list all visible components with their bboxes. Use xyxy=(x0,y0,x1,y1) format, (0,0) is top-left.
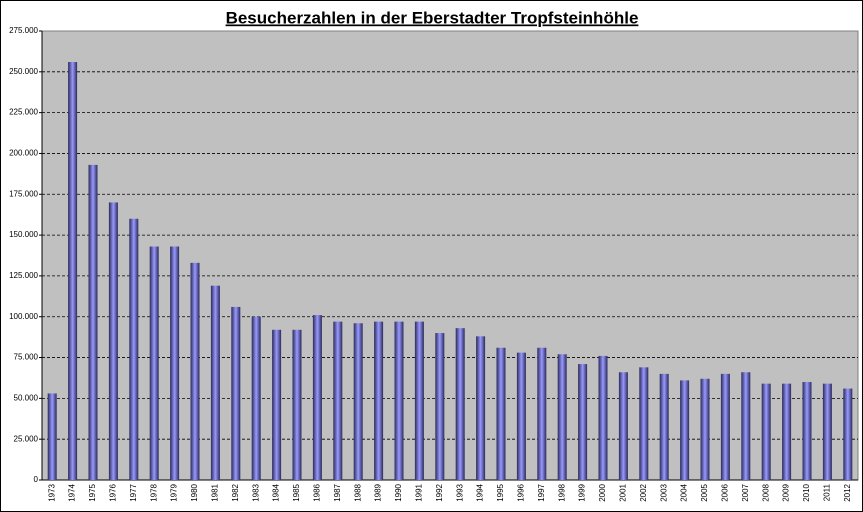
y-tick-label: 100.000 xyxy=(9,312,38,321)
plot-area xyxy=(41,30,859,481)
bar xyxy=(680,380,690,480)
y-tick-label: 175.000 xyxy=(9,189,38,198)
x-tick-label: 1981 xyxy=(211,483,220,501)
x-tick-label: 1973 xyxy=(47,483,56,501)
bar xyxy=(455,328,465,480)
bar xyxy=(149,246,159,480)
bar xyxy=(761,383,771,480)
x-tick-label: 2005 xyxy=(700,483,709,501)
y-tick-label: 0 xyxy=(34,475,39,484)
bar xyxy=(618,372,628,480)
bar xyxy=(659,373,669,480)
x-tick-label: 2010 xyxy=(802,483,811,501)
bar xyxy=(353,323,363,480)
y-tick-label: 250.000 xyxy=(9,67,38,76)
x-tick-label: 1996 xyxy=(517,483,526,501)
x-tick-label: 1988 xyxy=(353,483,362,501)
x-tick-label: 1983 xyxy=(251,483,260,501)
x-tick-label: 2000 xyxy=(598,483,607,501)
x-tick-label: 2008 xyxy=(761,483,770,501)
bar xyxy=(435,333,445,480)
bar xyxy=(598,355,608,480)
bar xyxy=(108,202,118,480)
y-tick-label: 200.000 xyxy=(9,149,38,158)
x-tick-label: 2002 xyxy=(639,483,648,501)
x-tick-label: 1975 xyxy=(88,483,97,501)
bar xyxy=(843,388,853,480)
x-tick-label: 1989 xyxy=(374,483,383,501)
x-tick-label: 1987 xyxy=(333,483,342,501)
bar xyxy=(496,347,506,480)
bar xyxy=(312,315,322,480)
y-tick-label: 150.000 xyxy=(9,230,38,239)
x-tick-label: 1976 xyxy=(109,483,118,501)
bar xyxy=(782,383,792,480)
x-tick-label: 2004 xyxy=(680,483,689,501)
bar xyxy=(251,316,261,480)
x-tick-label: 2006 xyxy=(721,483,730,501)
y-tick-label: 225.000 xyxy=(9,108,38,117)
x-tick-label: 1998 xyxy=(557,483,566,501)
bar xyxy=(476,336,486,480)
x-tick-label: 1980 xyxy=(190,483,199,501)
x-tick-label: 1977 xyxy=(129,483,138,501)
x-tick-label: 1999 xyxy=(578,483,587,501)
bar xyxy=(272,329,282,480)
bar xyxy=(333,321,343,480)
x-tick-label: 1993 xyxy=(455,483,464,501)
bar xyxy=(802,382,812,480)
bar xyxy=(129,218,139,480)
bar xyxy=(190,262,200,480)
bar xyxy=(88,164,98,480)
x-tick-label: 1982 xyxy=(231,483,240,501)
bar xyxy=(47,393,57,480)
bar xyxy=(170,246,180,480)
bar xyxy=(231,306,241,480)
x-tick-label: 1994 xyxy=(476,483,485,501)
x-tick-label: 2012 xyxy=(843,483,852,501)
x-tick-label: 2009 xyxy=(782,483,791,501)
y-tick-label: 50.000 xyxy=(14,393,39,402)
bar xyxy=(720,373,730,480)
bar xyxy=(639,367,649,480)
x-tick-label: 1997 xyxy=(537,483,546,501)
x-tick-label: 2001 xyxy=(619,483,628,501)
x-tick-label: 1979 xyxy=(170,483,179,501)
x-tick-label: 2011 xyxy=(823,483,832,501)
x-tick-label: 1974 xyxy=(68,483,77,501)
bar xyxy=(700,378,710,480)
x-tick-label: 1978 xyxy=(149,483,158,501)
bar xyxy=(414,321,424,480)
bar xyxy=(292,329,302,480)
bar xyxy=(741,372,751,480)
bar xyxy=(374,321,384,480)
chart-title: Besucherzahlen in der Eberstadter Tropfs… xyxy=(226,8,639,27)
x-tick-label: 1986 xyxy=(313,483,322,501)
bar xyxy=(578,364,588,480)
x-tick-label: 1984 xyxy=(272,483,281,501)
y-tick-label: 275.000 xyxy=(9,26,38,35)
x-tick-label: 1995 xyxy=(496,483,505,501)
y-tick-label: 25.000 xyxy=(14,434,39,443)
bar xyxy=(822,383,832,480)
y-tick-label: 125.000 xyxy=(9,271,38,280)
bar xyxy=(557,354,567,480)
x-tick-label: 2003 xyxy=(659,483,668,501)
x-tick-label: 1990 xyxy=(394,483,403,501)
y-tick-label: 75.000 xyxy=(14,353,39,362)
bar xyxy=(68,62,78,480)
x-tick-label: 1991 xyxy=(415,483,424,501)
x-tick-label: 2007 xyxy=(741,483,750,501)
bar xyxy=(394,321,404,480)
x-tick-label: 1992 xyxy=(435,483,444,501)
bar xyxy=(537,347,547,480)
x-tick-label: 1985 xyxy=(292,483,301,501)
bar xyxy=(210,285,220,480)
bar xyxy=(516,352,526,480)
